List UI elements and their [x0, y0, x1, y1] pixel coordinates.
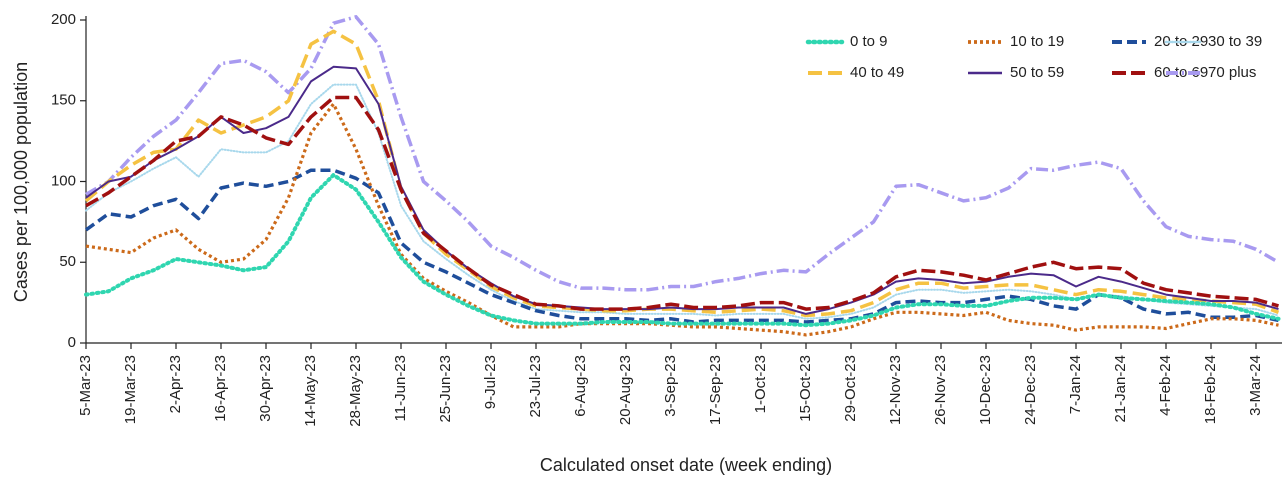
series-line	[84, 173, 1281, 328]
x-tick-label: 28-May-23	[347, 355, 364, 427]
y-tick-label: 0	[68, 334, 76, 351]
x-tick-label: 3-Mar-24	[1247, 355, 1264, 416]
x-tick-label: 4-Feb-24	[1157, 355, 1174, 416]
y-tick-label: 100	[51, 172, 76, 189]
x-tick-label: 25-Jun-23	[437, 355, 454, 423]
x-tick-label: 30-Apr-23	[257, 355, 274, 422]
legend-label: 10 to 19	[1010, 33, 1064, 50]
x-tick-label: 2-Apr-23	[167, 355, 184, 413]
x-tick-label: 14-May-23	[302, 355, 319, 427]
series-line	[85, 65, 1279, 315]
y-tick-label: 200	[51, 11, 76, 28]
series-line	[84, 29, 1280, 318]
x-tick-label: 16-Apr-23	[212, 355, 229, 422]
x-tick-label: 29-Oct-23	[842, 355, 859, 422]
series-line	[84, 168, 1279, 324]
x-tick-label: 15-Oct-23	[797, 355, 814, 422]
x-tick-label: 9-Jul-23	[482, 355, 499, 409]
x-tick-label: 10-Dec-23	[977, 355, 994, 425]
legend-label: 60 to 69	[1154, 64, 1208, 81]
x-tick-label: 23-Jul-23	[527, 355, 544, 418]
x-tick-label: 6-Aug-23	[572, 355, 589, 417]
legend-label: 70 plus	[1208, 64, 1256, 81]
series-line	[85, 95, 1279, 311]
x-tick-label: 19-Mar-23	[122, 355, 139, 424]
x-tick-label: 20-Aug-23	[617, 355, 634, 425]
x-tick-label: 17-Sep-23	[707, 355, 724, 425]
y-axis-title: Cases per 100,000 population	[11, 62, 31, 302]
legend-label: 30 to 39	[1208, 33, 1262, 50]
x-tick-label: 3-Sep-23	[662, 355, 679, 417]
legend-label: 0 to 9	[850, 33, 888, 50]
y-tick-label: 50	[59, 253, 76, 270]
legend-label: 50 to 59	[1010, 64, 1064, 81]
x-tick-label: 24-Dec-23	[1022, 355, 1039, 425]
x-tick-label: 5-Mar-23	[77, 355, 94, 416]
x-tick-label: 21-Jan-24	[1112, 355, 1129, 423]
x-tick-label: 18-Feb-24	[1202, 355, 1219, 424]
x-tick-label: 11-Jun-23	[392, 355, 409, 421]
y-tick-label: 150	[51, 92, 76, 109]
x-tick-label: 12-Nov-23	[887, 355, 904, 425]
x-tick-label: 7-Jan-24	[1067, 355, 1084, 414]
series-line	[85, 15, 1280, 292]
x-tick-label: 26-Nov-23	[932, 355, 949, 425]
legend-label: 40 to 49	[850, 64, 904, 81]
x-axis-title: Calculated onset date (week ending)	[540, 455, 832, 475]
series-line	[85, 83, 1280, 320]
x-tick-label: 1-Oct-23	[752, 355, 769, 413]
